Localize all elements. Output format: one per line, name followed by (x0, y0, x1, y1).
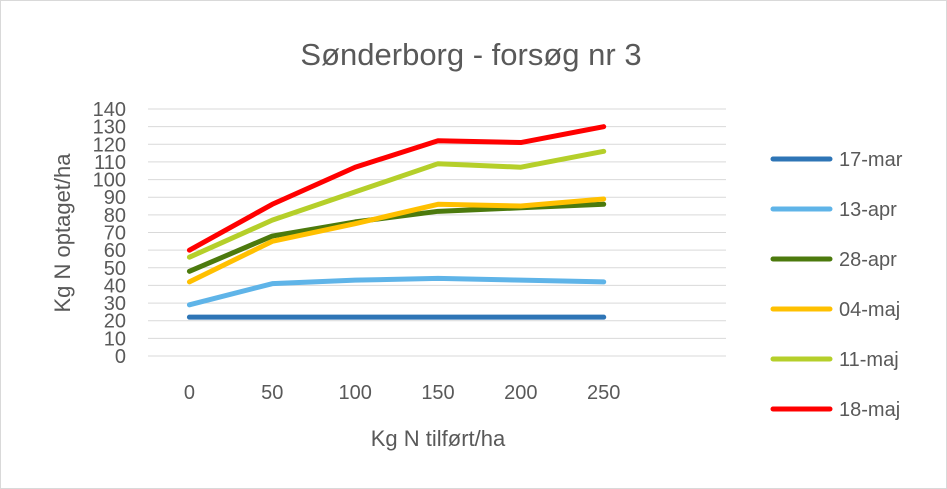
y-tick-label: 50 (104, 258, 126, 280)
x-tick-label: 100 (338, 382, 371, 404)
y-tick-label: 40 (104, 275, 126, 297)
x-axis-title: Kg N tilført/ha (371, 426, 506, 451)
legend-label: 04-maj (839, 299, 900, 321)
series-line-18-maj (186, 124, 607, 253)
series-line-13-apr (186, 275, 607, 308)
y-tick-label: 80 (104, 205, 126, 227)
y-tick-label: 20 (104, 311, 126, 333)
legend-label: 18-maj (839, 399, 900, 421)
y-tick-label: 70 (104, 223, 126, 245)
y-axis-title: Kg N optaget/ha (50, 153, 75, 313)
legend-label: 13-apr (839, 199, 897, 221)
x-axis-ticks: 0 50 100 150 200 250 (184, 382, 621, 404)
y-tick-label: 0 (115, 346, 126, 368)
x-tick-label: 150 (421, 382, 454, 404)
y-tick-label: 30 (104, 293, 126, 315)
legend: 17-mar 13-apr 28-apr 04-maj 11-maj 18-maj (770, 149, 903, 421)
series-lines (186, 124, 607, 320)
x-tick-label: 0 (184, 382, 195, 404)
gridlines (148, 108, 726, 357)
y-tick-label: 120 (93, 134, 126, 156)
legend-label: 17-mar (839, 149, 903, 171)
y-tick-label: 90 (104, 187, 126, 209)
x-tick-label: 200 (504, 382, 537, 404)
y-tick-label: 10 (104, 328, 126, 350)
x-tick-label: 250 (587, 382, 620, 404)
y-tick-label: 130 (93, 117, 126, 139)
y-tick-label: 60 (104, 240, 126, 262)
y-tick-label: 110 (94, 152, 126, 174)
series-line-04-maj (186, 196, 607, 285)
legend-label: 28-apr (839, 249, 897, 271)
chart-title: Sønderborg - forsøg nr 3 (300, 37, 641, 72)
legend-label: 11-maj (839, 349, 899, 371)
y-tick-label: 140 (93, 99, 126, 121)
series-line-11-maj (186, 148, 607, 260)
x-tick-label: 50 (261, 382, 283, 404)
y-tick-label: 100 (93, 170, 126, 192)
